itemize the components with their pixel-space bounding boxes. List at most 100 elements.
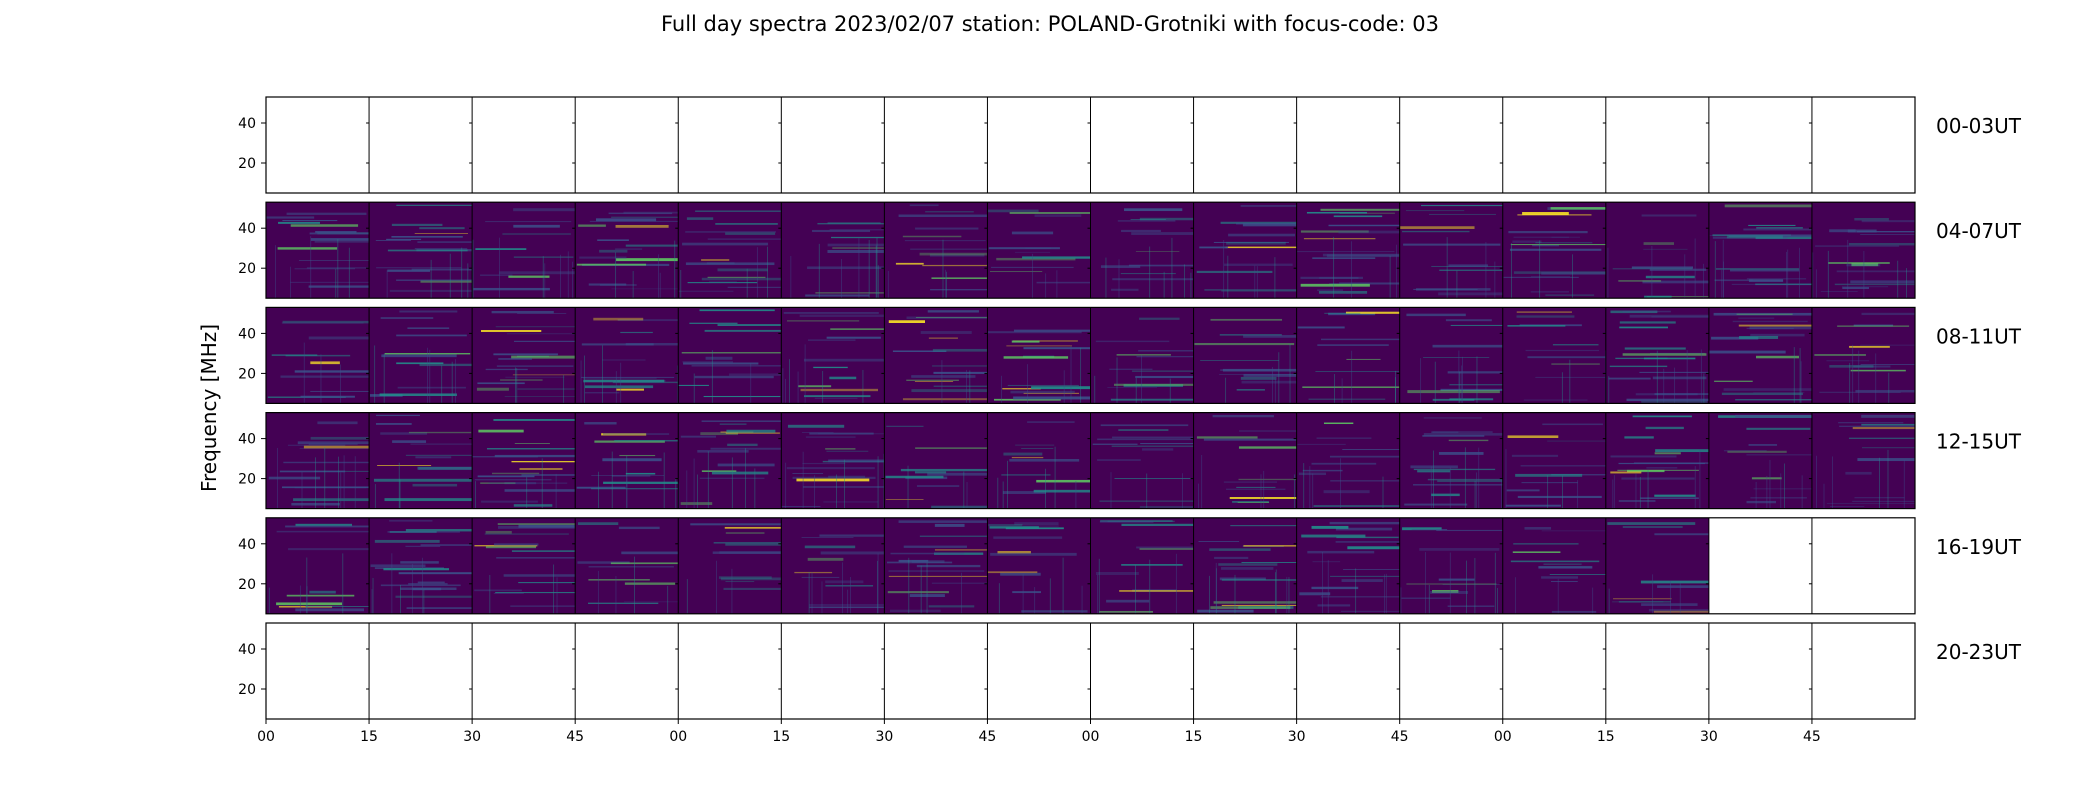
x-axis-ticks: 00 15 30 45 00 15 30 45 00 15 30 45 00 15 30 45 xyxy=(257,719,1821,745)
row-04-07UT: 40 20 04-07UT xyxy=(238,201,2022,299)
row-frame xyxy=(265,517,1916,615)
spectrum-panel xyxy=(266,202,370,299)
spectrum-panel xyxy=(1087,97,1194,193)
spectrum-panel xyxy=(469,97,576,193)
x-tick-label: 45 xyxy=(566,729,584,745)
spectrum-panel xyxy=(1396,97,1503,193)
spectrum-panel xyxy=(1602,623,1709,719)
spectrum-panel xyxy=(675,517,782,614)
spectrum-panel xyxy=(366,307,473,404)
row-label: 12-15UT xyxy=(1936,430,2022,454)
x-tick-label: 30 xyxy=(1700,729,1718,745)
spectrum-panel xyxy=(1602,412,1709,509)
spectrum-panel xyxy=(1499,412,1606,509)
spectrum-panel xyxy=(1190,412,1297,509)
spectrum-panel xyxy=(881,202,988,299)
y-axis-label: Frequency [MHz] xyxy=(197,324,221,492)
row-label: 16-19UT xyxy=(1936,535,2022,559)
x-tick-label: 00 xyxy=(669,729,687,745)
y-tick-label: 20 xyxy=(238,366,256,382)
spectrum-panel xyxy=(1705,517,1812,614)
spectrum-panel xyxy=(675,623,782,719)
x-tick-label: 00 xyxy=(1494,729,1512,745)
y-tick-label: 20 xyxy=(238,472,256,488)
spectrum-panel xyxy=(1293,517,1400,614)
spectrum-panel xyxy=(469,517,576,614)
spectrum-panel xyxy=(675,202,782,299)
spectrum-panel xyxy=(778,623,885,719)
spectrum-panel xyxy=(675,307,782,404)
x-tick-label: 15 xyxy=(1185,729,1203,745)
row-20-23UT: 40 20 20-23UT xyxy=(238,622,2022,720)
y-tick-label: 40 xyxy=(238,432,256,448)
spectrum-panel xyxy=(366,202,473,299)
y-tick-label: 20 xyxy=(238,577,256,593)
row-label: 00-03UT xyxy=(1936,114,2022,138)
spectrum-panel xyxy=(572,412,679,509)
x-tick-label: 15 xyxy=(772,729,790,745)
spectrum-panel xyxy=(984,412,1091,509)
spectrum-panel xyxy=(366,623,473,719)
spectrum-panel xyxy=(366,412,473,509)
y-tick-label: 40 xyxy=(238,642,256,658)
spectrum-panel xyxy=(266,97,370,193)
x-tick-label: 00 xyxy=(1082,729,1100,745)
spectrum-panel xyxy=(1499,517,1606,614)
spectrum-panel xyxy=(469,412,576,509)
spectrum-panel xyxy=(1808,623,1915,719)
row-08-11UT: 40 20 08-11UT xyxy=(238,306,2022,404)
spectrum-panel xyxy=(366,97,473,193)
spectrum-panel xyxy=(266,307,370,404)
row-00-03UT: 40 20 00-03UT xyxy=(238,96,2022,194)
x-tick-label: 00 xyxy=(257,729,275,745)
spectrum-panel xyxy=(1293,202,1400,299)
spectrum-panel xyxy=(675,97,782,193)
spectrum-panel xyxy=(984,307,1091,404)
spectrum-panel xyxy=(778,307,885,404)
spectrum-panel xyxy=(572,307,679,404)
spectrum-panel xyxy=(778,202,885,299)
spectrum-panel xyxy=(1705,97,1812,193)
row-label: 20-23UT xyxy=(1936,640,2022,664)
x-tick-label: 15 xyxy=(1597,729,1615,745)
spectrum-panel xyxy=(1808,202,1915,299)
spectrum-panel xyxy=(984,97,1091,193)
spectrum-panel xyxy=(881,517,988,614)
spectrum-panel xyxy=(469,623,576,719)
spectrum-panel xyxy=(1396,202,1503,299)
spectrum-panel xyxy=(1705,202,1812,299)
spectrum-panel xyxy=(1087,202,1194,299)
y-tick-label: 20 xyxy=(238,261,256,277)
spectrum-panel xyxy=(1087,307,1194,404)
spectrum-panel xyxy=(366,517,473,614)
spectrum-panel xyxy=(572,202,679,299)
spectrum-panel xyxy=(1499,307,1606,404)
spectrum-panel xyxy=(1087,517,1194,614)
x-tick-label: 30 xyxy=(1288,729,1306,745)
spectrum-panel xyxy=(469,202,576,299)
spectrum-panel xyxy=(1808,307,1915,404)
spectrum-panel xyxy=(1293,307,1400,404)
row-frame xyxy=(265,412,1916,510)
spectrum-panel xyxy=(1602,307,1709,404)
spectrum-panel xyxy=(469,307,576,404)
spectrum-panel xyxy=(1705,412,1812,509)
spectrum-panel xyxy=(1087,412,1194,509)
spectrum-panel xyxy=(881,412,988,509)
spectrum-panel xyxy=(1190,307,1297,404)
spectrum-panel xyxy=(266,412,370,509)
spectrum-panel xyxy=(778,517,885,614)
spectrum-panel xyxy=(1602,202,1709,299)
row-16-19UT: 40 20 16-19UT xyxy=(238,517,2022,615)
spectrum-panel xyxy=(1499,623,1606,719)
spectrum-panel xyxy=(266,517,370,614)
spectrum-panel xyxy=(1190,97,1297,193)
spectrum-panel xyxy=(1190,202,1297,299)
spectrum-panel xyxy=(778,412,885,509)
row-12-15UT: 40 20 12-15UT xyxy=(238,412,2022,510)
spectrum-panel xyxy=(1396,623,1503,719)
row-frame xyxy=(265,306,1916,404)
spectrum-panel xyxy=(984,623,1091,719)
spectrum-panel xyxy=(1190,517,1297,614)
